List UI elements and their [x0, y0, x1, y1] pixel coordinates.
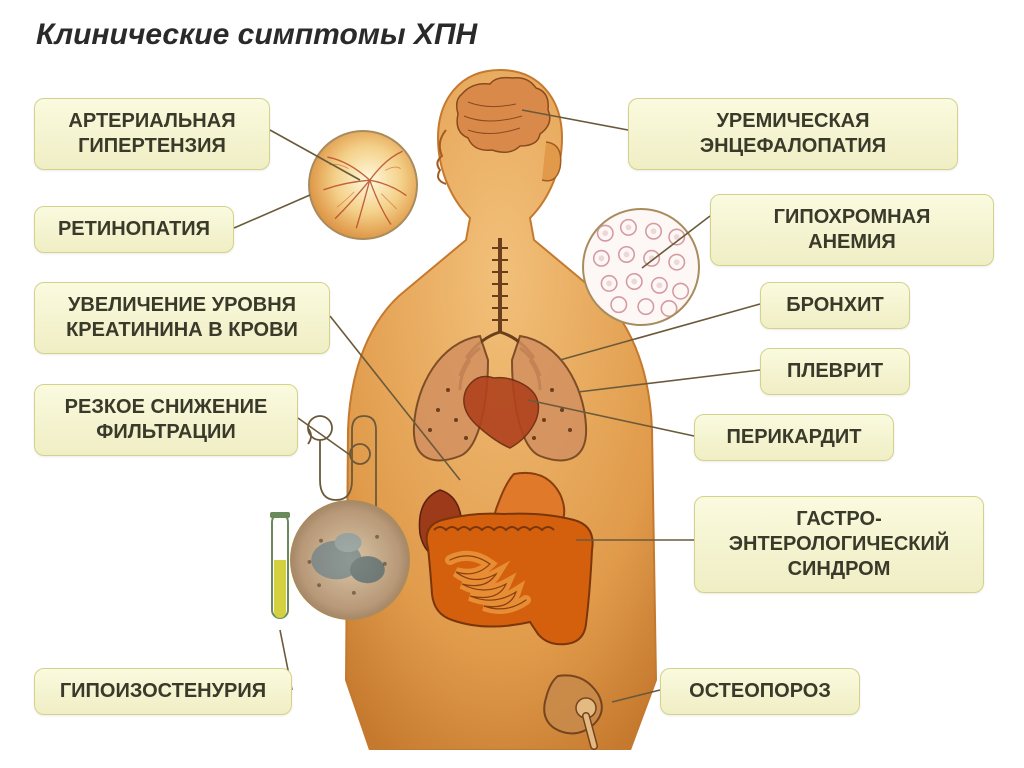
label-hypertension: АРТЕРИАЛЬНАЯГИПЕРТЕНЗИЯ [34, 98, 270, 170]
biopsy-inset [290, 500, 410, 620]
label-encephalopathy: УРЕМИЧЕСКАЯЭНЦЕФАЛОПАТИЯ [628, 98, 958, 170]
page-title: Клинические симптомы ХПН [36, 18, 477, 52]
brain-icon [457, 78, 550, 153]
testtube-icon [268, 510, 292, 630]
retina-inset [308, 130, 418, 240]
label-creatinine: УВЕЛИЧЕНИЕ УРОВНЯКРЕАТИНИНА В КРОВИ [34, 282, 330, 354]
label-osteoporosis: ОСТЕОПОРОЗ [660, 668, 860, 715]
label-pericarditis: ПЕРИКАРДИТ [694, 414, 894, 461]
bloodcells-inset [582, 208, 700, 326]
label-anemia: ГИПОХРОМНАЯ АНЕМИЯ [710, 194, 994, 266]
label-bronchitis: БРОНХИТ [760, 282, 910, 329]
label-gastro: ГАСТРО-ЭНТЕРОЛОГИЧЕСКИЙСИНДРОМ [694, 496, 984, 593]
label-retinopathy: РЕТИНОПАТИЯ [34, 206, 234, 253]
label-filtration: РЕЗКОЕ СНИЖЕНИЕФИЛЬТРАЦИИ [34, 384, 298, 456]
label-hypoiso: ГИПОИЗОСТЕНУРИЯ [34, 668, 292, 715]
label-pleuritis: ПЛЕВРИТ [760, 348, 910, 395]
